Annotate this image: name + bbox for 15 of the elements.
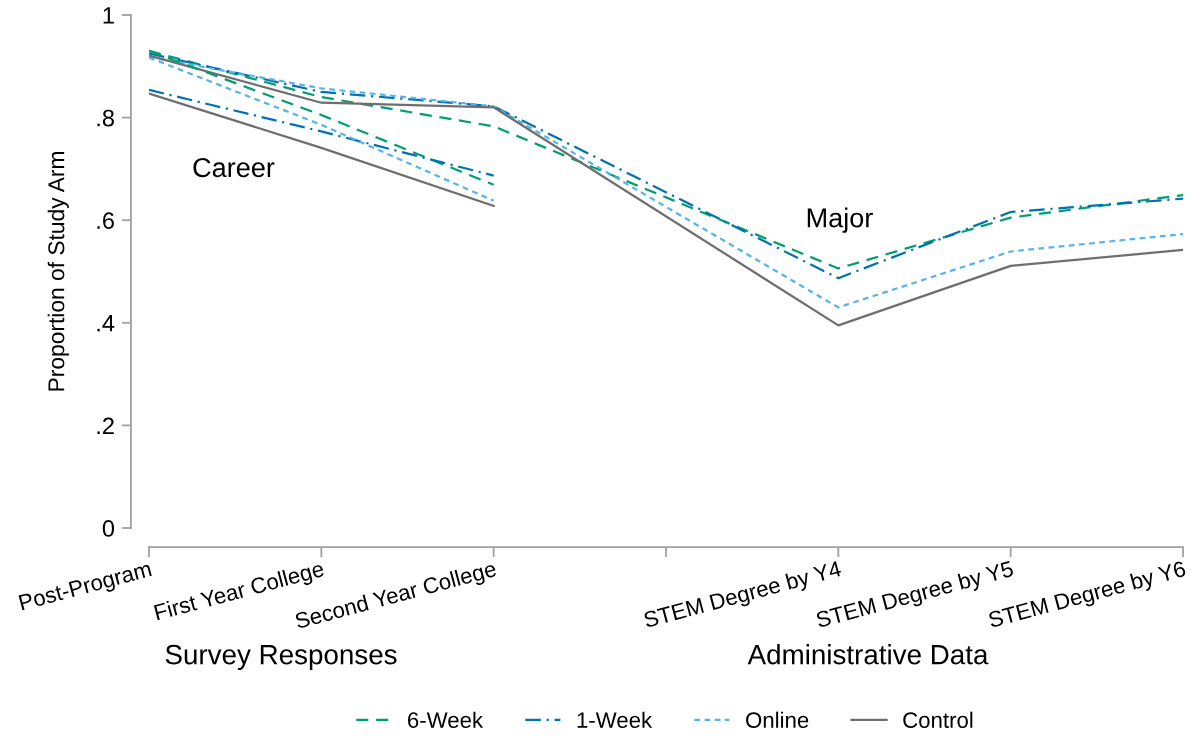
legend-label: 1-Week: [577, 711, 653, 728]
y-tick-label: .2: [97, 417, 114, 434]
y-tick-label: 0: [102, 520, 115, 537]
legend-label: Control: [903, 711, 973, 728]
legend-label: Online: [746, 711, 809, 728]
y-tick-label: .6: [97, 212, 114, 229]
y-tick-label: 1: [103, 7, 114, 24]
annotation: Major: [807, 207, 873, 233]
legend-label: 6-Week: [408, 711, 484, 728]
y-tick-label: .4: [97, 315, 115, 332]
text: Administrative Data: [747, 644, 989, 665]
y-axis-title: Proportion of Study Arm: [47, 152, 69, 391]
y-tick-label: .8: [97, 109, 114, 127]
annotation: Career: [193, 158, 275, 178]
text: Survey Responses: [165, 644, 397, 670]
